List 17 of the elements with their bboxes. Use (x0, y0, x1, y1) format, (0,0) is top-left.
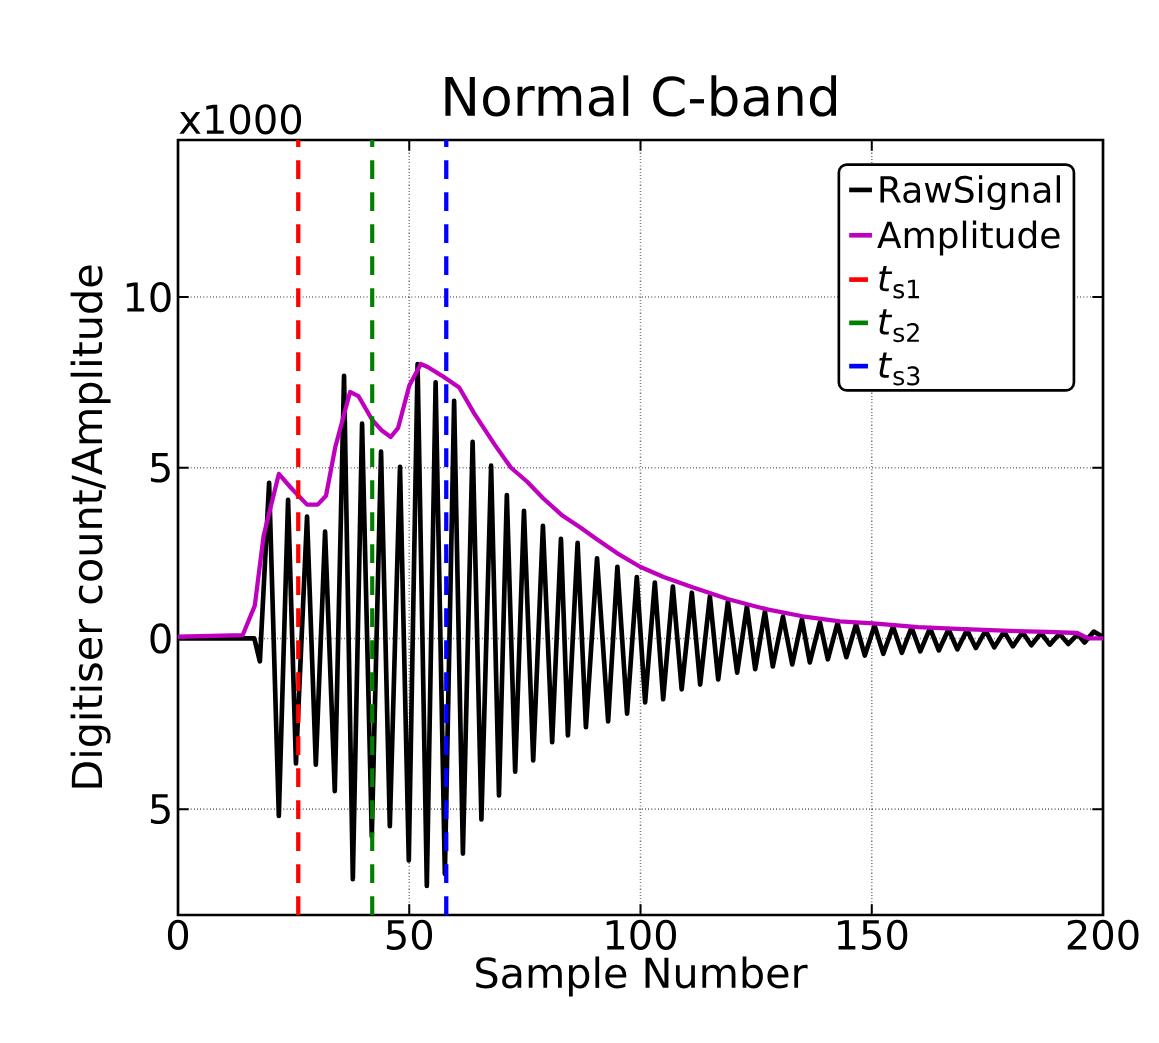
y-tick-label: 0 (150, 623, 171, 654)
legend-label: t$_{s2}$ (879, 309, 919, 343)
legend-label: RawSignal (880, 175, 1060, 211)
legend-label: t$_{s3}$ (879, 352, 920, 386)
y-tick-label: 5 (150, 452, 170, 483)
x-axis-title: Sample Number (476, 956, 808, 997)
y-tick-label: 10 (126, 281, 171, 313)
legend-label: t$_{s1}$ (879, 265, 919, 299)
legend-label: Amplitude (877, 220, 1060, 256)
x-tick-label: 200 (1067, 919, 1139, 950)
text: x1000 (179, 104, 302, 135)
y-tick-label: 5 (150, 794, 170, 825)
y-axis-title: Digitiser count/Amplitude (70, 265, 111, 788)
x-tick-label: 100 (606, 919, 677, 950)
x-tick-label: 150 (837, 919, 908, 950)
chart-title: Normal C-band (445, 75, 836, 117)
x-tick-label: 50 (386, 919, 433, 950)
